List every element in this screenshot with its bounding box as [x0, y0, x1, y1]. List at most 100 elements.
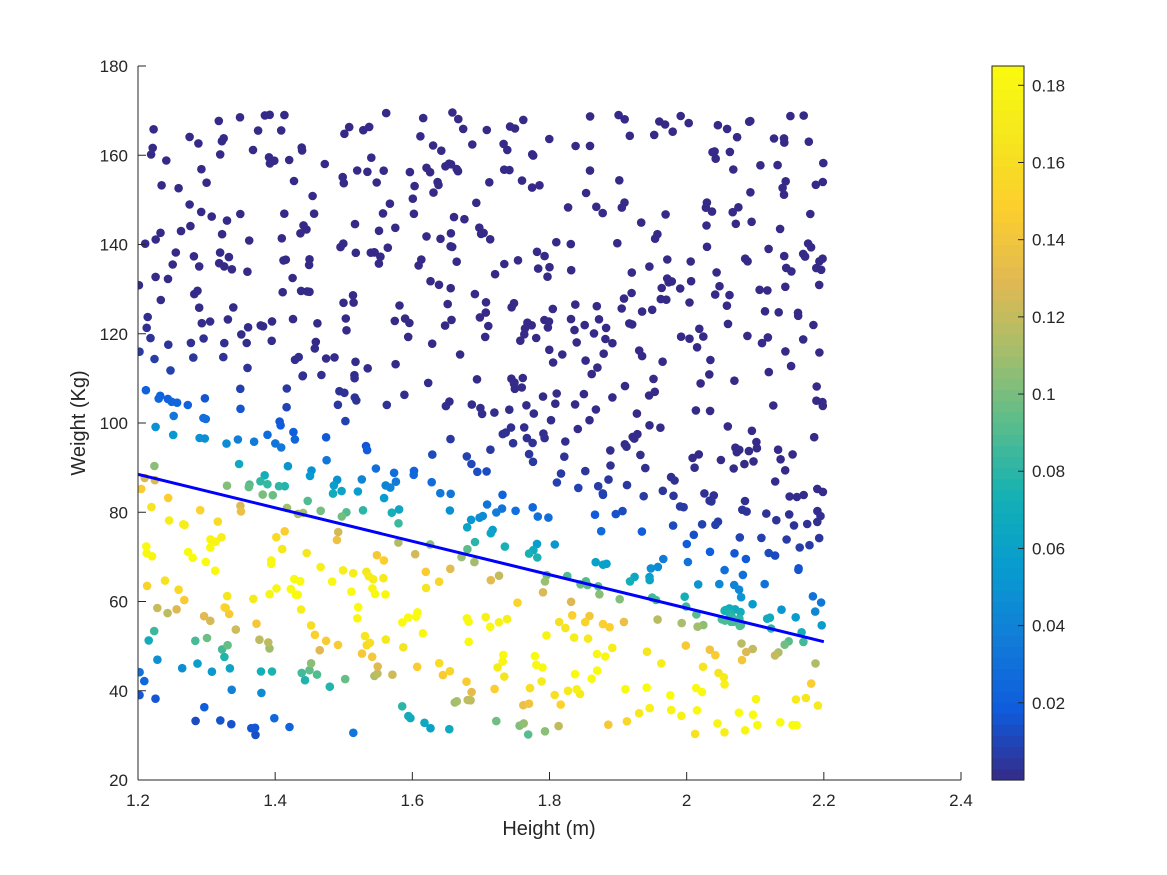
- scatter-point: [524, 549, 534, 558]
- scatter-point: [554, 721, 563, 731]
- colorbar-segment: [992, 277, 1024, 290]
- scatter-point: [168, 260, 177, 269]
- scatter-point: [256, 667, 266, 676]
- colorbar-segment: [992, 657, 1024, 670]
- colorbar-segment: [992, 523, 1024, 536]
- scatter-point: [811, 180, 821, 190]
- scatter-point: [642, 647, 652, 656]
- scatter-point: [196, 207, 206, 217]
- scatter-point: [250, 723, 260, 733]
- scatter-point: [372, 178, 382, 187]
- scatter-point: [437, 146, 446, 155]
- scatter-point: [446, 283, 456, 293]
- scatter-point: [446, 229, 456, 238]
- colorbar-segment: [992, 579, 1024, 591]
- scatter-point: [426, 276, 435, 286]
- scatter-point: [263, 430, 272, 440]
- scatter-point: [621, 684, 630, 694]
- colorbar-segment: [992, 556, 1024, 569]
- scatter-point: [389, 468, 399, 478]
- scatter-point: [243, 267, 252, 277]
- scatter-point: [236, 404, 245, 414]
- scatter-point: [403, 613, 413, 622]
- scatter-point: [353, 614, 362, 623]
- scatter-point: [773, 160, 782, 170]
- scatter-point: [592, 666, 602, 675]
- scatter-point: [573, 424, 583, 434]
- scatter-point: [571, 141, 580, 151]
- scatter-point: [333, 640, 343, 650]
- scatter-point: [716, 455, 726, 465]
- scatter-point: [508, 438, 518, 448]
- scatter-point: [340, 388, 349, 398]
- scatter-point: [332, 535, 342, 545]
- scatter-point: [645, 262, 654, 271]
- scatter-point: [486, 528, 496, 538]
- scatter-point: [244, 236, 254, 245]
- scatter-point: [174, 585, 183, 594]
- scatter-point: [227, 685, 236, 695]
- colorbar-segment: [992, 110, 1024, 123]
- y-ticks: 20 40 60 80 100 120 140 160 180: [100, 57, 146, 790]
- scatter-point: [656, 423, 665, 433]
- scatter-point: [552, 389, 561, 398]
- colorbar-segment: [992, 88, 1024, 101]
- scatter-point: [707, 207, 717, 216]
- scatter-point: [251, 730, 260, 740]
- scatter-point: [481, 298, 491, 307]
- scatter-point: [183, 400, 193, 410]
- colorbar-segment: [992, 222, 1024, 234]
- scatter-point: [267, 336, 277, 346]
- scatter-point: [571, 300, 580, 309]
- scatter-point: [472, 198, 481, 208]
- scatter-point: [811, 659, 820, 668]
- scatter-point: [658, 357, 667, 367]
- scatter-point: [352, 396, 361, 405]
- scatter-point: [422, 232, 431, 241]
- scatter-point: [172, 605, 181, 614]
- scatter-point: [580, 320, 589, 330]
- scatter-point: [719, 673, 729, 682]
- scatter-point: [349, 728, 358, 738]
- scatter-point: [311, 337, 321, 347]
- scatter-point: [787, 267, 796, 276]
- scatter-point: [517, 176, 527, 185]
- scatter-point: [792, 492, 802, 502]
- scatter-point: [333, 400, 343, 410]
- scatter-point: [466, 696, 475, 705]
- colorbar-tick-label: 0.16: [1032, 153, 1065, 172]
- scatter-point: [267, 317, 277, 326]
- x-axis-label: Height (m): [502, 818, 595, 840]
- scatter-point: [664, 278, 673, 287]
- scatter-point: [475, 513, 484, 522]
- scatter-point: [276, 443, 286, 452]
- scatter-point: [490, 684, 499, 694]
- scatter-point: [794, 565, 803, 575]
- scatter-point: [763, 333, 773, 342]
- scatter-point: [371, 464, 381, 473]
- scatter-point: [684, 118, 693, 128]
- scatter-point: [216, 716, 225, 725]
- scatter-point: [657, 283, 666, 293]
- scatter-point: [316, 506, 326, 516]
- scatter-point: [300, 675, 310, 685]
- scatter-point: [382, 400, 392, 410]
- scatter-point: [706, 355, 715, 365]
- scatter-point: [194, 303, 204, 313]
- colorbar-segment: [992, 724, 1024, 736]
- scatter-point: [252, 619, 261, 628]
- scatter-point: [773, 445, 783, 455]
- scatter-point: [572, 685, 581, 694]
- scatter-point: [378, 209, 388, 218]
- scatter-point: [760, 307, 770, 316]
- scatter-point: [503, 145, 512, 155]
- scatter-point: [423, 378, 433, 388]
- scatter-point: [418, 113, 428, 123]
- scatter-point: [593, 363, 602, 372]
- scatter-point: [420, 718, 429, 728]
- scatter-point: [689, 530, 699, 540]
- scatter-point: [572, 338, 581, 347]
- scatter-point: [249, 437, 259, 447]
- scatter-point: [502, 614, 512, 624]
- scatter-point: [637, 527, 647, 536]
